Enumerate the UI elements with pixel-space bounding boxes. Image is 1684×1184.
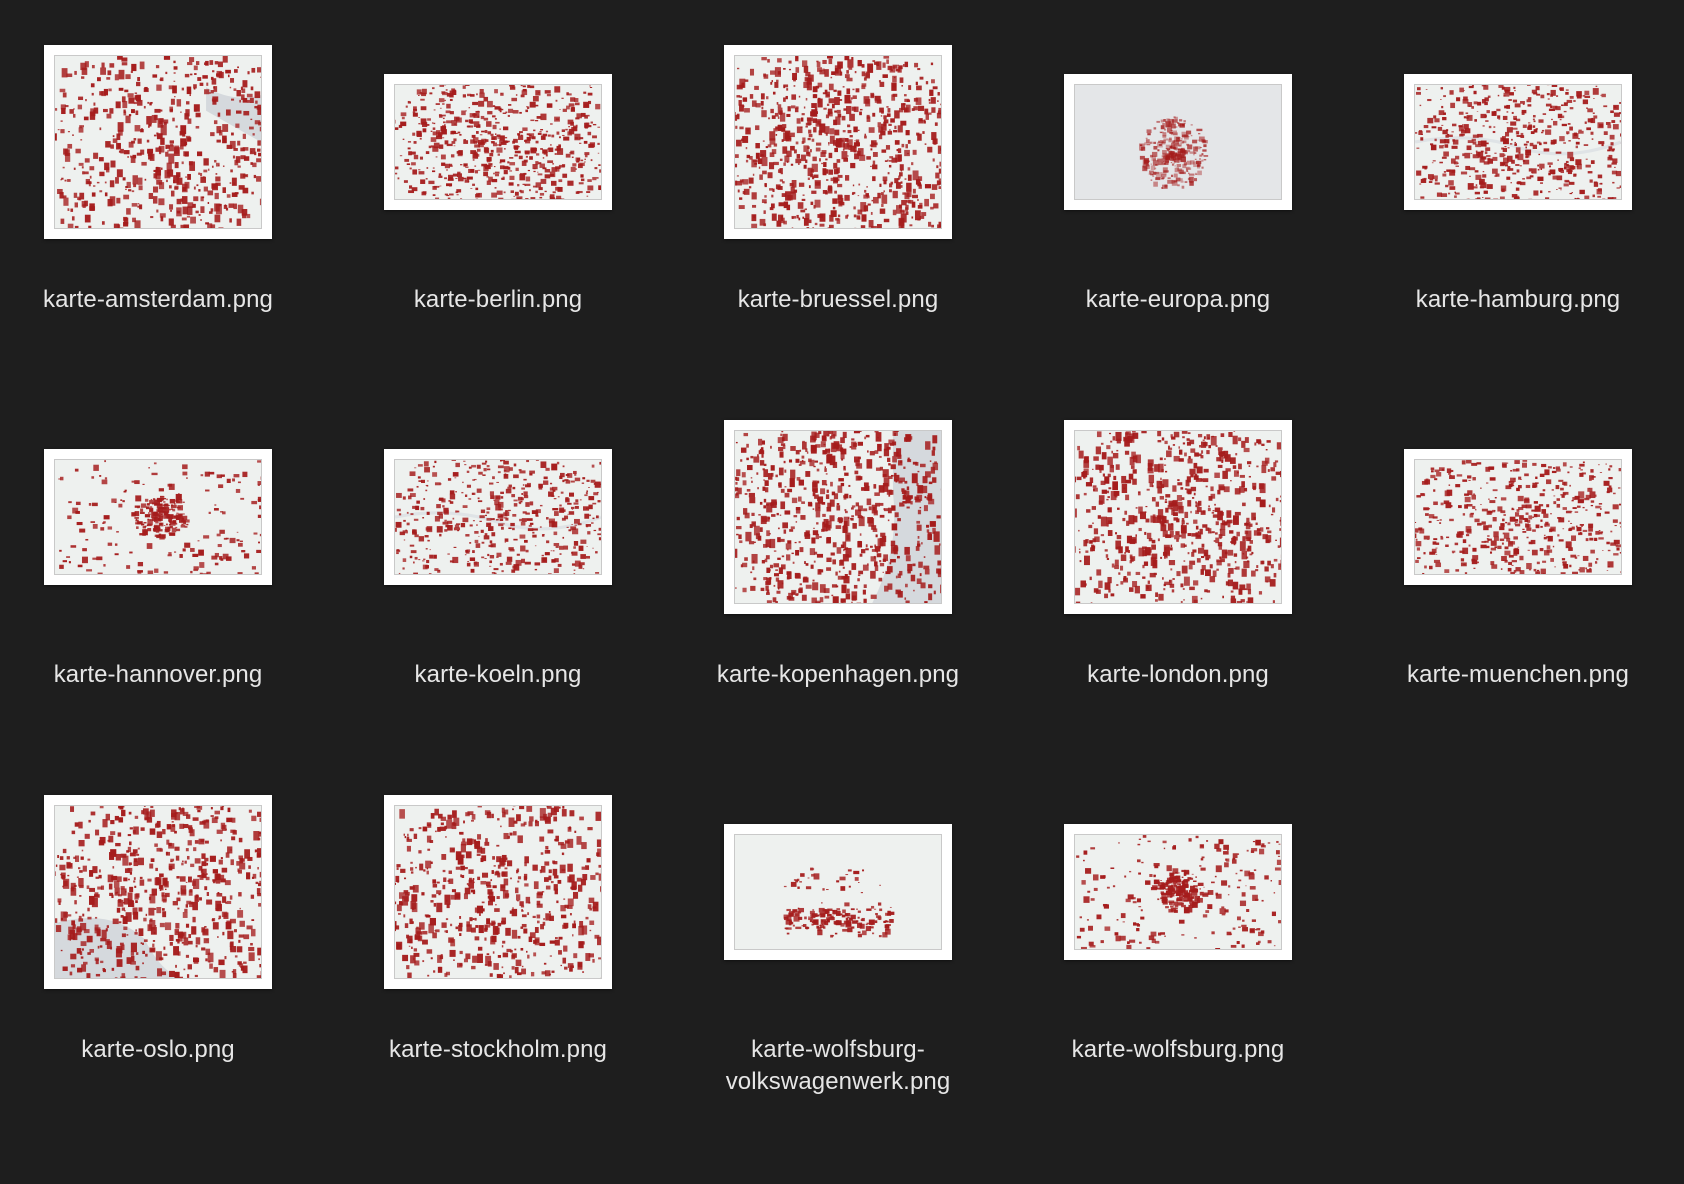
map-preview-image <box>734 430 942 604</box>
file-name-label[interactable]: karte-europa.png <box>1085 286 1271 313</box>
file-item[interactable]: karte-kopenhagen.png <box>688 375 988 735</box>
thumbnail-slot <box>348 794 648 990</box>
file-item[interactable]: karte-muenchen.png <box>1368 375 1668 735</box>
file-name-label[interactable]: karte-hamburg.png <box>1415 286 1621 313</box>
thumbnail-slot <box>348 419 648 615</box>
file-item[interactable]: karte-bruessel.png <box>688 0 988 360</box>
thumbnail-slot <box>8 794 308 990</box>
image-thumbnail[interactable] <box>1404 74 1632 210</box>
map-preview-image <box>394 84 602 200</box>
map-preview-image <box>1414 84 1622 200</box>
image-thumbnail[interactable] <box>44 795 272 989</box>
file-name-label[interactable]: karte-muenchen.png <box>1407 661 1629 688</box>
image-thumbnail[interactable] <box>1064 74 1292 210</box>
file-name-label[interactable]: karte-oslo.png <box>81 1036 235 1063</box>
image-thumbnail[interactable] <box>44 45 272 239</box>
map-preview-image <box>54 459 262 575</box>
thumbnail-slot <box>688 419 988 615</box>
map-preview-image <box>54 805 262 979</box>
file-name-label[interactable]: karte-wolfsburg-volkswagenwerk.png <box>688 1034 988 1098</box>
file-item[interactable]: karte-amsterdam.png <box>8 0 308 360</box>
file-name-label[interactable]: karte-london.png <box>1087 661 1269 688</box>
thumbnail-slot <box>348 44 648 240</box>
file-item[interactable]: karte-hannover.png <box>8 375 308 735</box>
file-item[interactable]: karte-berlin.png <box>348 0 648 360</box>
map-preview-image <box>394 805 602 979</box>
image-thumbnail[interactable] <box>44 449 272 585</box>
file-item[interactable]: karte-wolfsburg-volkswagenwerk.png <box>688 750 988 1110</box>
file-name-label[interactable]: karte-stockholm.png <box>389 1036 607 1063</box>
image-thumbnail[interactable] <box>1404 449 1632 585</box>
map-preview-image <box>734 834 942 950</box>
thumbnail-slot <box>8 44 308 240</box>
map-preview-image <box>54 55 262 229</box>
image-thumbnail[interactable] <box>384 795 612 989</box>
image-thumbnail[interactable] <box>384 74 612 210</box>
file-name-line: volkswagenwerk.png <box>725 1068 951 1095</box>
file-item[interactable]: karte-oslo.png <box>8 750 308 1110</box>
thumbnail-slot <box>688 44 988 240</box>
file-name-label[interactable]: karte-kopenhagen.png <box>716 661 960 688</box>
image-thumbnail[interactable] <box>724 824 952 960</box>
thumbnail-slot <box>1028 794 1328 990</box>
file-name-line: karte-wolfsburg- <box>751 1036 925 1063</box>
image-thumbnail[interactable] <box>724 45 952 239</box>
file-name-label[interactable]: karte-berlin.png <box>413 286 583 313</box>
image-thumbnail[interactable] <box>1064 824 1292 960</box>
thumbnail-slot <box>1028 44 1328 240</box>
file-item[interactable]: karte-london.png <box>1028 375 1328 735</box>
file-item[interactable]: karte-europa.png <box>1028 0 1328 360</box>
file-name-label[interactable]: karte-hannover.png <box>53 661 263 688</box>
thumbnail-slot <box>1028 419 1328 615</box>
image-thumbnail[interactable] <box>724 420 952 614</box>
file-name-label[interactable]: karte-amsterdam.png <box>43 286 273 313</box>
thumbnail-slot <box>8 419 308 615</box>
map-preview-image <box>734 55 942 229</box>
thumbnail-slot <box>688 794 988 990</box>
map-preview-image <box>1074 430 1282 604</box>
map-preview-image <box>1074 84 1282 200</box>
file-item[interactable]: karte-koeln.png <box>348 375 648 735</box>
thumbnail-slot <box>1368 44 1668 240</box>
thumbnail-slot <box>1368 419 1668 615</box>
file-item[interactable]: karte-wolfsburg.png <box>1028 750 1328 1110</box>
file-item[interactable]: karte-hamburg.png <box>1368 0 1668 360</box>
map-preview-image <box>1074 834 1282 950</box>
image-thumbnail[interactable] <box>384 449 612 585</box>
file-name-label[interactable]: karte-koeln.png <box>414 661 582 688</box>
file-name-label[interactable]: karte-wolfsburg.png <box>1071 1036 1285 1063</box>
map-preview-image <box>394 459 602 575</box>
file-name-label[interactable]: karte-bruessel.png <box>737 286 939 313</box>
map-preview-image <box>1414 459 1622 575</box>
file-item[interactable]: karte-stockholm.png <box>348 750 648 1110</box>
image-thumbnail[interactable] <box>1064 420 1292 614</box>
